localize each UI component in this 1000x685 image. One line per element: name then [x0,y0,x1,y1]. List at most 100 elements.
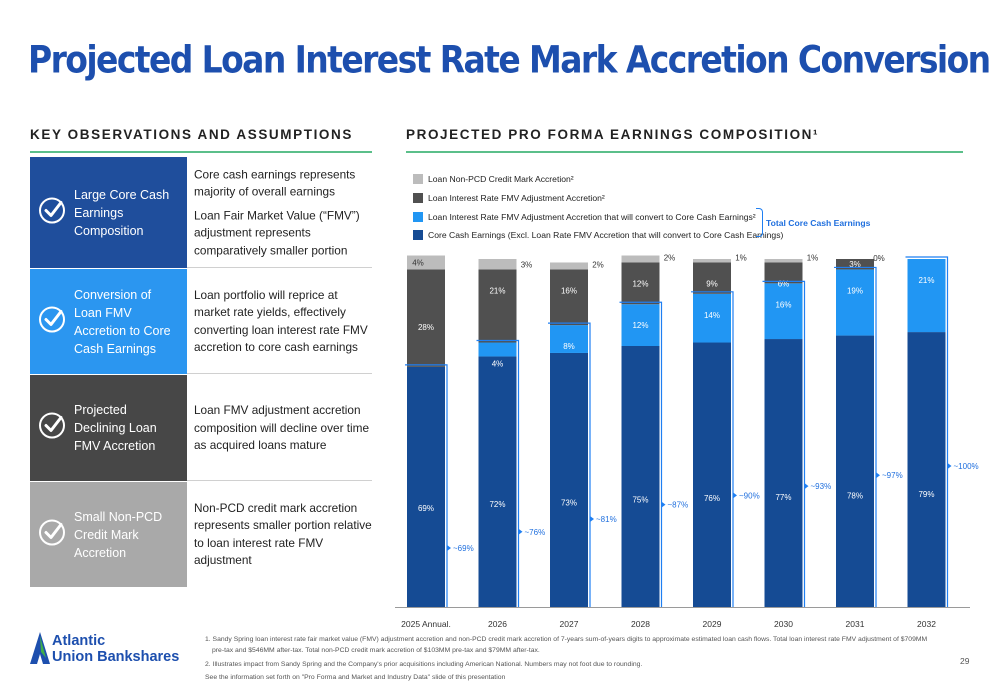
key-observations-heading: KEY OBSERVATIONS AND ASSUMPTIONS [30,127,353,142]
logo-line: Atlantic [52,633,106,649]
observation-row: Projected Declining Loan FMV Accretion L… [30,375,372,481]
bar-value-label: 4% [492,360,504,369]
legend-label: Loan Interest Rate FMV Adjustment Accret… [428,193,605,203]
bar-value-label: 14% [704,311,720,320]
total-core-pointer [947,463,952,469]
observation-row: Small Non-PCD Credit Mark Accretion Non-… [30,482,372,587]
x-tick-label: 2027 [560,619,579,629]
row-divider [187,373,372,374]
footnote: pre-tax and $546MM after-tax. Total non-… [212,647,540,654]
right-heading-rule [406,151,963,153]
check-circle-icon [36,194,68,231]
total-core-value-label: ~76% [525,528,546,537]
footnote: See the information set forth on "Pro Fo… [205,674,506,681]
bar-segment [550,352,588,607]
check-circle-icon [36,303,68,340]
observation-tile: Conversion of Loan FMV Accretion to Core… [30,269,187,374]
total-core-pointer [518,528,523,535]
total-core-bracket [762,280,806,607]
bar-value-label: 72% [489,500,505,509]
bar-value-label: 9% [706,279,718,288]
bar-value-label: 12% [632,279,648,288]
observation-row: Conversion of Loan FMV Accretion to Core… [30,269,372,374]
logo-wordmark: Atlantic Union Bankshares [52,633,179,665]
observation-tile: Large Core Cash Earnings Composition [30,157,187,268]
row-divider [187,267,372,268]
bar-segment [693,259,731,263]
total-core-bracket [405,364,448,607]
total-core-bracket [476,339,520,607]
bar-segment [550,262,588,270]
stacked-bar-chart: 69% 28% 4% ~69% 2025 Annual. 72% 4% 21% 3% ~76% 20… [395,253,979,629]
observation-point: Loan portfolio will reprice at market ra… [194,287,368,355]
bar-segment [478,269,517,343]
observation-label: Small Non-PCD Credit Mark Accretion [74,509,163,560]
bar-value-label: 4% [412,258,424,267]
legend-swatch [413,174,423,184]
bar-value-label: 1% [735,253,747,262]
bar-value-label: 3% [521,260,533,269]
observation-label: Conversion of Loan FMV Accretion to Core… [74,287,171,356]
row-divider [187,480,372,481]
bar-value-label: 78% [847,491,863,500]
total-core-value-label: ~93% [811,482,832,491]
bar-segment [764,283,803,340]
footnote: 2. Illustrates impact from Sandy Spring … [205,661,643,668]
observation-text: Loan FMV adjustment accretion compositio… [194,402,372,455]
total-core-value-label: ~81% [596,515,617,524]
left-heading-rule [30,151,372,153]
total-core-pointer [590,516,594,523]
bar-value-label: 21% [489,286,505,295]
footnote: 1. Sandy Spring loan interest rate fair … [205,636,928,643]
total-core-value-label: ~90% [739,491,760,500]
observation-text: Loan portfolio will reprice at market ra… [194,287,372,357]
bar-segment [907,332,946,607]
bar-segment [693,262,731,294]
page-number: 29 [960,656,970,666]
bar-value-label: 12% [632,321,648,330]
legend-swatch [413,193,423,203]
bar-value-label: 19% [847,286,863,295]
bar-segment [621,304,660,346]
x-tick-label: 2028 [631,619,650,629]
bar-segment [764,339,803,607]
bar-value-label: 16% [561,286,577,295]
bar-value-label: 3% [849,260,861,269]
total-core-pointer [661,501,666,508]
x-tick-label: 2030 [774,619,793,629]
total-core-bracket [691,291,734,607]
bar-segment [550,325,588,353]
atlantic-union-logo-icon [30,632,50,669]
bar-segment [836,259,874,270]
observation-text: Core cash earnings represents majority o… [194,166,372,260]
total-core-cash-label: Total Core Cash Earnings [766,218,871,228]
bar-value-label: 2% [664,253,676,262]
bar-value-label: 1% [807,253,819,262]
bar-value-label: 6% [778,279,790,288]
observation-point: Non-PCD credit mark accretion represents… [194,500,372,568]
bar-segment [764,259,803,263]
total-core-value-label: ~100% [954,462,979,471]
total-core-bracket [548,322,591,607]
x-tick-label: 2025 Annual. [401,619,451,629]
bar-value-label: 28% [418,323,434,332]
observation-point: Core cash earnings represents majority o… [194,166,356,199]
bar-value-label: 2% [592,260,604,269]
earnings-composition-heading: PROJECTED PRO FORMA EARNINGS COMPOSITION… [406,127,820,142]
page-title: Projected Loan Interest Rate Mark Accret… [28,38,991,82]
total-core-pointer [876,472,880,479]
bar-segment [478,259,517,270]
total-core-bracket [905,256,949,607]
x-tick-label: 2026 [488,619,507,629]
x-tick-label: 2031 [846,619,865,629]
legend-brace [756,208,763,237]
total-core-pointer [733,492,737,499]
bar-segment [836,269,874,336]
observation-label: Large Core Cash Earnings Composition [74,187,170,238]
total-core-bracket [834,266,877,607]
bar-segment [407,255,445,270]
bar-segment [407,269,445,367]
bar-segment [693,342,731,607]
observation-point: Loan FMV adjustment accretion compositio… [194,402,370,452]
bar-segment [836,335,874,607]
